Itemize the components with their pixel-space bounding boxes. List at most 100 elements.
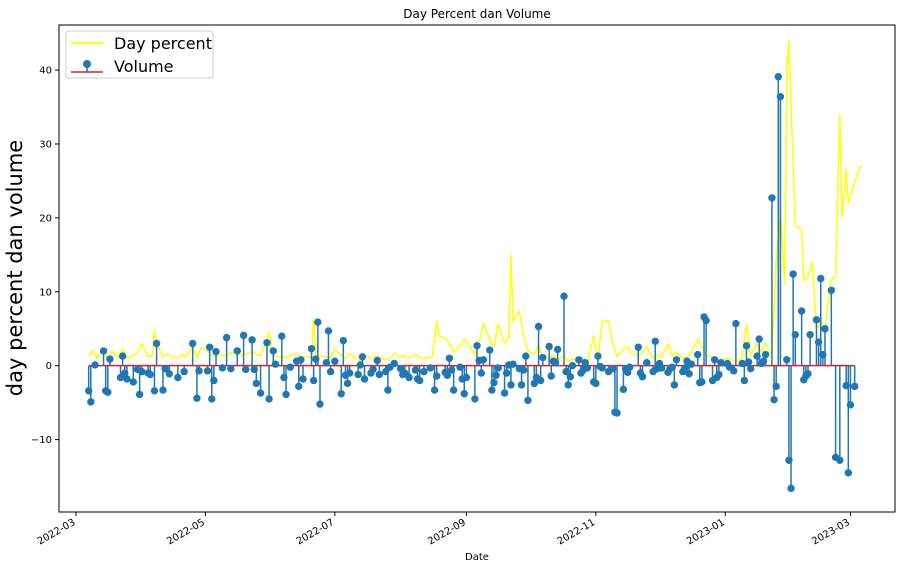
- volume-marker: [271, 360, 280, 368]
- volume-marker: [462, 373, 471, 382]
- volume-marker: [619, 385, 628, 394]
- volume-marker: [146, 370, 154, 379]
- volume-marker: [685, 370, 693, 378]
- volume-marker: [233, 347, 241, 355]
- volume-marker: [503, 369, 511, 377]
- volume-marker: [354, 370, 362, 379]
- volume-marker: [218, 364, 227, 372]
- volume-marker: [222, 333, 231, 342]
- volume-marker: [494, 364, 502, 372]
- volume-marker: [227, 364, 235, 373]
- volume-marker: [744, 358, 753, 366]
- volume-marker: [339, 336, 348, 345]
- volume-marker: [150, 387, 159, 395]
- volume-marker: [770, 395, 778, 404]
- volume-marker: [479, 356, 488, 364]
- volume-marker: [524, 396, 532, 405]
- volume-marker: [797, 307, 806, 315]
- volume-marker: [738, 359, 746, 368]
- volume-marker: [443, 371, 451, 379]
- volume-marker: [203, 367, 212, 375]
- volume-marker: [827, 286, 836, 295]
- volume-marker: [517, 381, 526, 389]
- volume-marker: [360, 375, 369, 383]
- volume-marker: [534, 322, 543, 331]
- volume-marker: [776, 92, 785, 101]
- volume-marker: [742, 342, 751, 350]
- volume-marker: [668, 363, 676, 371]
- volume-marker: [456, 363, 464, 371]
- volume-marker: [717, 359, 725, 367]
- volume-marker: [449, 386, 458, 394]
- volume-marker: [297, 356, 305, 364]
- volume-marker: [85, 387, 93, 395]
- volume-marker: [210, 376, 218, 385]
- volume-marker: [91, 361, 99, 369]
- volume-marker: [545, 342, 553, 351]
- volume-marker: [420, 367, 428, 376]
- y-tick-label: 30: [39, 139, 52, 150]
- volume-marker: [248, 336, 256, 344]
- volume-marker: [269, 347, 278, 355]
- volume-marker: [507, 381, 515, 389]
- y-tick-label: 10: [39, 287, 52, 298]
- volume-marker: [547, 372, 555, 380]
- volume-marker: [509, 360, 517, 368]
- volume-marker: [702, 316, 710, 325]
- volume-marker: [500, 389, 509, 397]
- volume-marker: [846, 401, 855, 409]
- volume-marker: [575, 356, 583, 364]
- volume-marker: [460, 390, 468, 398]
- volume-marker: [488, 386, 496, 394]
- plot-area: [85, 39, 862, 493]
- volume-marker: [670, 381, 679, 389]
- volume-marker: [165, 370, 174, 378]
- volume-marker: [411, 366, 420, 374]
- volume-marker: [814, 338, 823, 346]
- volume-marker: [672, 356, 681, 364]
- volume-marker: [295, 382, 303, 391]
- volume-marker: [99, 347, 108, 355]
- volume-marker: [638, 373, 647, 381]
- volume-marker: [643, 359, 651, 367]
- volume-marker: [278, 332, 286, 340]
- volume-marker: [730, 367, 738, 375]
- volume-marker: [405, 373, 413, 382]
- volume-marker: [747, 364, 755, 373]
- volume-marker: [551, 359, 560, 367]
- volume-marker: [188, 339, 197, 348]
- y-tick-label: 20: [39, 213, 52, 224]
- volume-marker: [174, 373, 182, 382]
- volume-marker: [560, 292, 568, 300]
- volume-marker: [787, 484, 795, 493]
- volume-marker: [280, 373, 288, 382]
- volume-marker: [583, 364, 592, 372]
- volume-marker: [791, 330, 799, 339]
- volume-marker: [345, 369, 354, 377]
- volume-marker: [562, 367, 570, 376]
- volume-marker: [426, 364, 435, 372]
- volume-marker: [205, 343, 214, 351]
- volume-marker: [519, 366, 528, 374]
- volume-marker: [314, 318, 322, 326]
- volume-marker: [375, 370, 384, 379]
- volume-marker: [384, 386, 392, 394]
- volume-marker: [753, 352, 761, 360]
- volume-marker: [783, 356, 791, 364]
- volume-marker: [687, 360, 696, 368]
- volume-marker: [477, 369, 485, 377]
- volume-marker: [129, 378, 137, 386]
- volume-marker: [812, 316, 821, 324]
- volume-marker: [445, 354, 454, 362]
- volume-marker: [256, 389, 265, 397]
- legend-label-day-percent: Day percent: [114, 34, 212, 53]
- volume-marker: [252, 379, 261, 388]
- legend-swatch-volume-marker: [83, 60, 91, 68]
- volume-marker: [161, 364, 169, 373]
- volume-marker: [806, 330, 814, 339]
- volume-marker: [471, 395, 479, 403]
- volume-marker: [369, 365, 377, 374]
- plot-frame: [58, 24, 896, 513]
- volume-marker: [761, 350, 770, 359]
